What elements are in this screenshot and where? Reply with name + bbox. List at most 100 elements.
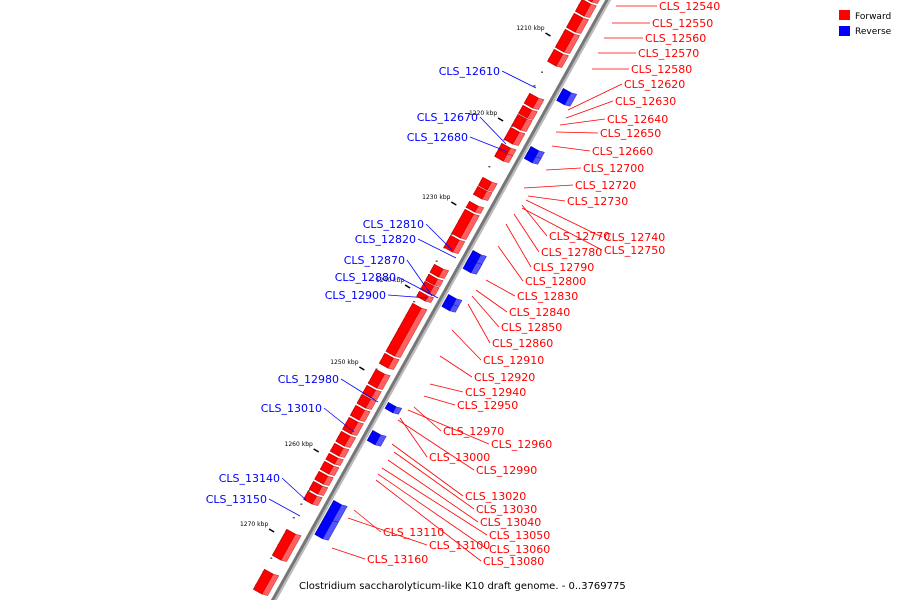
reverse-gene[interactable]	[523, 152, 542, 165]
forward-gene-label[interactable]: CLS_12650	[600, 127, 661, 140]
gene-bevel	[328, 465, 340, 476]
forward-gene[interactable]	[378, 352, 400, 370]
forward-gene[interactable]	[566, 12, 589, 34]
forward-gene[interactable]	[478, 176, 498, 192]
reverse-gene-label[interactable]: CLS_12670	[417, 111, 478, 124]
forward-gene-label[interactable]: CLS_12940	[465, 386, 526, 399]
forward-gene[interactable]	[314, 470, 334, 486]
reverse-gene-label[interactable]: CLS_12980	[278, 373, 339, 386]
forward-gene[interactable]	[547, 48, 569, 68]
forward-gene[interactable]	[367, 368, 391, 390]
reverse-gene-label[interactable]: CLS_13150	[206, 493, 267, 506]
forward-gene[interactable]	[349, 404, 371, 422]
forward-gene-label[interactable]: CLS_13000	[429, 451, 490, 464]
forward-gene[interactable]	[362, 384, 382, 400]
forward-gene[interactable]	[429, 263, 450, 279]
reverse-gene[interactable]	[462, 258, 483, 275]
forward-gene[interactable]	[325, 452, 344, 466]
forward-gene-label[interactable]: CLS_12540	[659, 0, 720, 13]
gene-bevel	[574, 17, 589, 34]
gene-bevel	[531, 156, 542, 165]
forward-gene[interactable]	[554, 28, 581, 54]
forward-gene[interactable]	[308, 480, 329, 496]
forward-gene-label[interactable]: CLS_12850	[501, 321, 562, 334]
reverse-gene-label[interactable]: CLS_13010	[261, 402, 322, 415]
forward-gene-label[interactable]: CLS_12790	[533, 261, 594, 274]
forward-gene[interactable]	[443, 234, 466, 254]
forward-gene-label[interactable]: CLS_13020	[465, 490, 526, 503]
reverse-gene-label[interactable]: CLS_12900	[325, 289, 386, 302]
forward-gene[interactable]	[342, 416, 364, 436]
forward-gene[interactable]	[319, 460, 340, 476]
forward-gene-label[interactable]: CLS_12550	[652, 17, 713, 30]
reverse-gene[interactable]	[556, 88, 578, 107]
forward-gene[interactable]	[335, 430, 357, 448]
reverse-gene-label[interactable]: CLS_12880	[335, 271, 396, 284]
forward-gene-label[interactable]: CLS_12620	[624, 78, 685, 91]
forward-gene-label[interactable]: CLS_12920	[474, 371, 535, 384]
forward-gene-label[interactable]: CLS_13050	[489, 529, 550, 542]
reverse-gene-label[interactable]: CLS_12610	[439, 65, 500, 78]
reverse-gene[interactable]	[441, 300, 459, 313]
forward-gene[interactable]	[451, 208, 480, 240]
reverse-gene-label[interactable]: CLS_12680	[407, 131, 468, 144]
tick-label: 1240 kbp	[376, 277, 404, 284]
forward-gene-label[interactable]: CLS_12740	[604, 231, 665, 244]
forward-gene-label[interactable]: CLS_13100	[429, 539, 490, 552]
forward-gene-label[interactable]: CLS_13060	[489, 543, 550, 556]
reverse-gene-label[interactable]: CLS_12810	[363, 218, 424, 231]
forward-gene-label[interactable]: CLS_12630	[615, 95, 676, 108]
forward-gene[interactable]	[503, 126, 526, 146]
minor-tick	[510, 125, 513, 127]
forward-gene[interactable]	[303, 490, 323, 506]
forward-gene-label[interactable]: CLS_12830	[517, 290, 578, 303]
forward-leader-line	[347, 517, 428, 546]
forward-gene-label[interactable]: CLS_12800	[525, 275, 586, 288]
forward-gene[interactable]	[583, 0, 604, 4]
forward-gene[interactable]	[518, 104, 538, 120]
reverse-gene[interactable]	[366, 430, 387, 447]
forward-gene-label[interactable]: CLS_12720	[575, 179, 636, 192]
forward-gene-label[interactable]: CLS_13080	[483, 555, 544, 568]
reverse-gene-label[interactable]: CLS_12870	[344, 254, 405, 267]
forward-gene-label[interactable]: CLS_12580	[631, 63, 692, 76]
forward-gene-label[interactable]: CLS_12970	[443, 425, 504, 438]
forward-gene[interactable]	[329, 442, 350, 458]
forward-gene-label[interactable]: CLS_12560	[645, 32, 706, 45]
forward-gene[interactable]	[385, 302, 428, 358]
forward-gene[interactable]	[465, 200, 485, 214]
reverse-gene-label[interactable]: CLS_12820	[355, 233, 416, 246]
forward-gene-label[interactable]: CLS_12640	[607, 113, 668, 126]
forward-gene[interactable]	[473, 185, 493, 201]
forward-gene-label[interactable]: CLS_13110	[383, 526, 444, 539]
forward-gene[interactable]	[523, 92, 545, 110]
forward-gene-label[interactable]: CLS_12700	[583, 162, 644, 175]
forward-gene[interactable]	[425, 273, 444, 287]
reverse-gene-label[interactable]: CLS_13140	[219, 472, 280, 485]
forward-gene-label[interactable]: CLS_12860	[492, 337, 553, 350]
forward-gene-label[interactable]: CLS_12660	[592, 145, 653, 158]
gene-bevel	[520, 118, 533, 132]
forward-gene[interactable]	[271, 528, 302, 562]
label-layer: CLS_12540 CLS_12550 CLS_12560 CLS_12570 CLS_…	[206, 0, 721, 568]
forward-gene-label[interactable]: CLS_13040	[480, 516, 541, 529]
forward-gene-label[interactable]: CLS_12570	[638, 47, 699, 60]
forward-gene-label[interactable]: CLS_12960	[491, 438, 552, 451]
forward-gene-label[interactable]: CLS_12730	[567, 195, 628, 208]
forward-gene[interactable]	[511, 113, 533, 132]
forward-gene-label[interactable]: CLS_13030	[476, 503, 537, 516]
forward-gene-label[interactable]: CLS_12950	[457, 399, 518, 412]
forward-gene-label[interactable]: CLS_12780	[541, 246, 602, 259]
reverse-gene[interactable]	[314, 516, 339, 541]
forward-gene-label[interactable]: CLS_12990	[476, 464, 537, 477]
forward-gene-label[interactable]: CLS_12770	[549, 230, 610, 243]
forward-gene-label[interactable]: CLS_12750	[604, 244, 665, 257]
forward-gene-label[interactable]: CLS_12910	[483, 354, 544, 367]
forward-gene-label[interactable]: CLS_13160	[367, 553, 428, 566]
reverse-gene[interactable]	[384, 402, 403, 415]
forward-gene[interactable]	[252, 568, 280, 596]
forward-gene[interactable]	[574, 0, 597, 18]
legend-reverse-swatch	[839, 26, 850, 36]
forward-gene[interactable]	[494, 148, 514, 163]
forward-gene-label[interactable]: CLS_12840	[509, 306, 570, 319]
